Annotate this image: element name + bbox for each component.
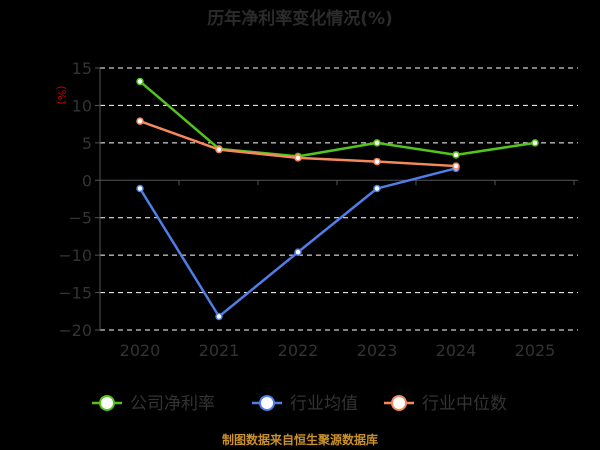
legend-marker xyxy=(259,395,275,411)
data-point xyxy=(373,157,381,166)
series-group xyxy=(136,77,539,321)
data-point xyxy=(294,248,302,256)
legend-marker xyxy=(391,395,407,411)
data-point xyxy=(215,312,223,321)
y-tick-label: 5 xyxy=(82,134,92,153)
source-note: 制图数据来自恒生聚源数据库 xyxy=(222,432,378,447)
legend-label: 行业均值 xyxy=(290,394,358,414)
y-axis-label: (%) xyxy=(55,85,68,104)
y-tick-label: −10 xyxy=(58,246,92,265)
x-tick-label: 2021 xyxy=(199,341,240,360)
data-point xyxy=(452,162,460,170)
y-tick-label: −20 xyxy=(58,321,92,340)
legend-marker xyxy=(99,395,115,411)
data-point xyxy=(373,139,381,147)
legend-label: 公司净利率 xyxy=(130,394,215,414)
series-line xyxy=(138,167,457,318)
data-point xyxy=(215,145,223,154)
x-tick-label: 2024 xyxy=(436,341,477,360)
chart-title: 历年净利率变化情况(%) xyxy=(207,8,393,29)
data-point xyxy=(373,184,381,193)
legend-label: 行业中位数 xyxy=(422,394,507,414)
x-tick-label: 2025 xyxy=(515,341,556,360)
data-point xyxy=(136,117,144,125)
legend: 公司净利率 行业均值 行业中位数 xyxy=(92,394,507,414)
y-tick-label: 15 xyxy=(72,59,92,78)
x-tick-label: 2023 xyxy=(357,341,398,360)
axes: 15 10 5 0 −5 −10 −15 −20 2020 2021 2022 2023 2024 202… xyxy=(58,59,578,360)
series-line xyxy=(139,80,536,158)
y-tick-label: −5 xyxy=(68,209,92,228)
data-point xyxy=(531,139,539,147)
data-point xyxy=(136,77,144,86)
data-point xyxy=(294,154,302,162)
x-tick-label: 2020 xyxy=(120,341,161,360)
x-tick-label: 2022 xyxy=(278,341,319,360)
data-point xyxy=(136,184,144,193)
y-tick-label: −15 xyxy=(58,284,92,303)
data-point xyxy=(452,151,460,159)
y-tick-label: 0 xyxy=(82,171,92,190)
y-tick-label: 10 xyxy=(72,96,92,115)
